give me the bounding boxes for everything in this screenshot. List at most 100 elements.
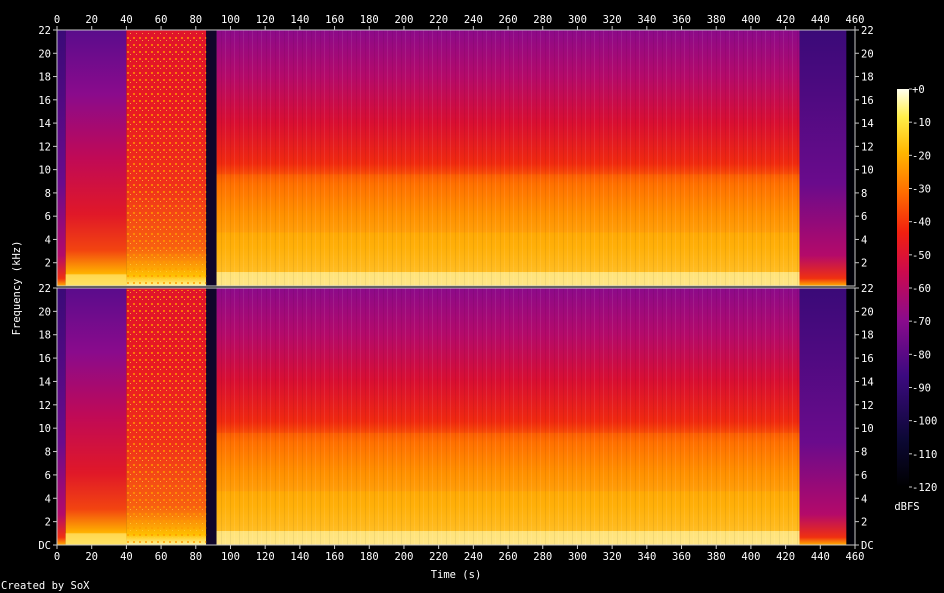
colorbar-tick-label: -90 — [912, 383, 931, 395]
y-tick-label-right: 12 — [861, 141, 874, 153]
y-tick-label: 12 — [38, 141, 51, 153]
x-tick-label: 440 — [811, 551, 830, 563]
x-tick-label: 140 — [290, 551, 309, 563]
x-tick-label-top: 440 — [811, 14, 830, 26]
footer-credit: Created by SoX — [1, 580, 90, 592]
y-tick-label-right: 2 — [861, 517, 867, 529]
y-tick-label: 6 — [45, 211, 51, 223]
colorbar-tick-label: -80 — [912, 349, 931, 361]
x-tick-label: 120 — [256, 551, 275, 563]
x-tick-label-top: 220 — [429, 14, 448, 26]
x-tick-label: 420 — [776, 551, 795, 563]
x-tick-label: 200 — [394, 551, 413, 563]
y-tick-label: 8 — [45, 188, 51, 200]
y-tick-label-right: 22 — [861, 283, 874, 295]
segment-gap — [206, 30, 217, 286]
x-tick-label: 340 — [637, 551, 656, 563]
y-tick-label: DC — [38, 540, 51, 552]
x-tick-label: 160 — [325, 551, 344, 563]
x-tick-label: 260 — [499, 551, 518, 563]
colorbar-label: dBFS — [894, 501, 919, 513]
x-tick-label: 280 — [533, 551, 552, 563]
x-tick-label: 460 — [846, 551, 865, 563]
x-tick-label: 380 — [707, 551, 726, 563]
segment-medium — [65, 288, 127, 545]
y-tick-label: 8 — [45, 447, 51, 459]
y-tick-label-right: 8 — [861, 188, 867, 200]
x-tick-label-top: 200 — [394, 14, 413, 26]
y-tick-label: 20 — [38, 306, 51, 318]
colorbar-tick-label: -50 — [912, 250, 931, 262]
x-tick-label-top: 380 — [707, 14, 726, 26]
x-tick-label-top: 400 — [741, 14, 760, 26]
segment-fade — [799, 288, 847, 545]
y-tick-label-right: 20 — [861, 306, 874, 318]
y-tick-label: 14 — [38, 376, 51, 388]
x-tick-label-top: 340 — [637, 14, 656, 26]
colorbar-tick-label: -20 — [912, 150, 931, 162]
y-tick-label-right: 10 — [861, 423, 874, 435]
y-tick-label: 2 — [45, 517, 51, 529]
channel-panel-1 — [56, 29, 856, 287]
y-tick-label-right: DC — [861, 540, 874, 552]
x-tick-label-top: 160 — [325, 14, 344, 26]
y-tick-label-right: 4 — [861, 493, 867, 505]
colorbar-tick-label: -10 — [912, 117, 931, 129]
y-tick-label-right: 18 — [861, 330, 874, 342]
x-tick-label: 360 — [672, 551, 691, 563]
segment-medium — [65, 30, 127, 286]
y-tick-label: 4 — [45, 234, 51, 246]
y-tick-label: 20 — [38, 48, 51, 60]
x-axis-label: Time (s) — [431, 569, 482, 581]
x-tick-label: 320 — [603, 551, 622, 563]
x-tick-label: 40 — [120, 551, 133, 563]
colorbar-tick-label: -40 — [912, 217, 931, 229]
y-tick-label-right: 16 — [861, 353, 874, 365]
x-tick-label: 240 — [464, 551, 483, 563]
x-tick-label-top: 0 — [54, 14, 60, 26]
segment-gap — [206, 288, 217, 545]
x-tick-label-top: 120 — [256, 14, 275, 26]
y-tick-label-right: 20 — [861, 48, 874, 60]
y-tick-label-right: 18 — [861, 72, 874, 84]
y-tick-label: 16 — [38, 353, 51, 365]
colorbar-scale — [897, 89, 909, 487]
x-tick-label-top: 60 — [155, 14, 168, 26]
colorbar-tick-label: -70 — [912, 316, 931, 328]
y-tick-label: 22 — [38, 25, 51, 37]
colorbar-tick-label: -60 — [912, 283, 931, 295]
y-tick-label: 22 — [38, 283, 51, 295]
y-tick-label: 10 — [38, 165, 51, 177]
y-tick-label: 10 — [38, 423, 51, 435]
colorbar-tick-label: -30 — [912, 184, 931, 196]
y-tick-label-right: 16 — [861, 95, 874, 107]
x-tick-label-top: 420 — [776, 14, 795, 26]
x-tick-label-top: 320 — [603, 14, 622, 26]
y-tick-label: 2 — [45, 258, 51, 270]
x-tick-label: 60 — [155, 551, 168, 563]
x-tick-label: 80 — [189, 551, 202, 563]
x-tick-label-top: 300 — [568, 14, 587, 26]
y-axis-label: Frequency (kHz) — [11, 241, 23, 336]
x-tick-label-top: 360 — [672, 14, 691, 26]
colorbar-tick-label: -100 — [912, 416, 937, 428]
x-tick-label-top: 280 — [533, 14, 552, 26]
x-tick-label-top: 180 — [360, 14, 379, 26]
x-tick-label: 180 — [360, 551, 379, 563]
x-tick-label-top: 460 — [846, 14, 865, 26]
colorbar-tick-label: -120 — [912, 482, 937, 494]
y-tick-label-right: 10 — [861, 165, 874, 177]
colorbar-tick-label: -110 — [912, 449, 937, 461]
segment-low — [57, 30, 66, 286]
x-tick-label: 220 — [429, 551, 448, 563]
y-tick-label-right: 12 — [861, 400, 874, 412]
y-tick-label-right: 2 — [861, 258, 867, 270]
x-tick-label-top: 80 — [189, 14, 202, 26]
channel-panel-2 — [56, 287, 856, 546]
y-tick-label: 16 — [38, 95, 51, 107]
y-tick-label-right: 8 — [861, 447, 867, 459]
y-tick-label-right: 14 — [861, 376, 874, 388]
segment-low — [57, 288, 66, 545]
x-tick-label-top: 20 — [85, 14, 98, 26]
y-tick-label-right: 14 — [861, 118, 874, 130]
